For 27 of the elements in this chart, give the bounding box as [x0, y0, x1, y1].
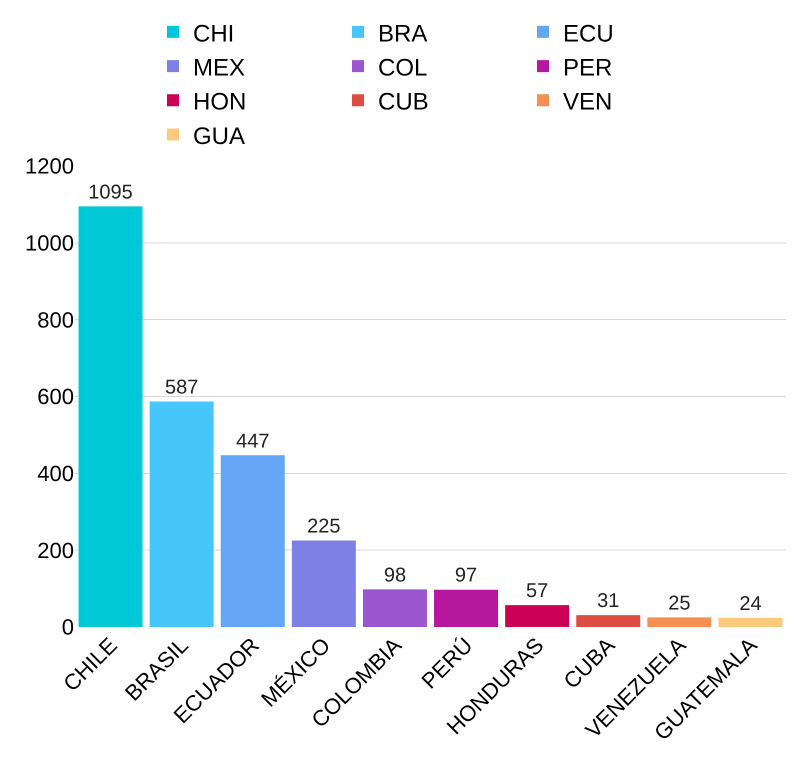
y-tick-label: 800: [37, 307, 74, 332]
legend-label: CHI: [193, 20, 234, 48]
data-label: 31: [597, 590, 620, 612]
data-label: 447: [236, 430, 270, 452]
y-tick-label: 1200: [25, 154, 74, 179]
data-label: 225: [307, 516, 341, 538]
legend-label: ECU: [563, 20, 614, 48]
legend-label: GUA: [193, 122, 246, 150]
data-label: 98: [384, 564, 406, 586]
y-tick-label: 200: [37, 538, 74, 563]
data-label: 587: [164, 376, 198, 398]
data-label: 24: [739, 592, 762, 615]
legend-label: HON: [193, 88, 246, 116]
y-tick-label: 1000: [25, 230, 74, 256]
data-label: 57: [526, 580, 548, 602]
y-tick-label: 0: [62, 614, 74, 640]
y-tick-label: 600: [37, 384, 74, 410]
legend-label: BRA: [378, 20, 428, 48]
data-label: 97: [454, 564, 478, 587]
legend-label: CUB: [378, 88, 429, 116]
legend-label: MEX: [193, 54, 246, 82]
legend-label: VEN: [563, 88, 612, 116]
data-label: 25: [668, 592, 690, 614]
y-tick-label: 400: [37, 461, 74, 486]
legend-label: PER: [563, 54, 612, 82]
legend-label: COL: [378, 54, 428, 82]
data-label: 1095: [88, 181, 133, 204]
